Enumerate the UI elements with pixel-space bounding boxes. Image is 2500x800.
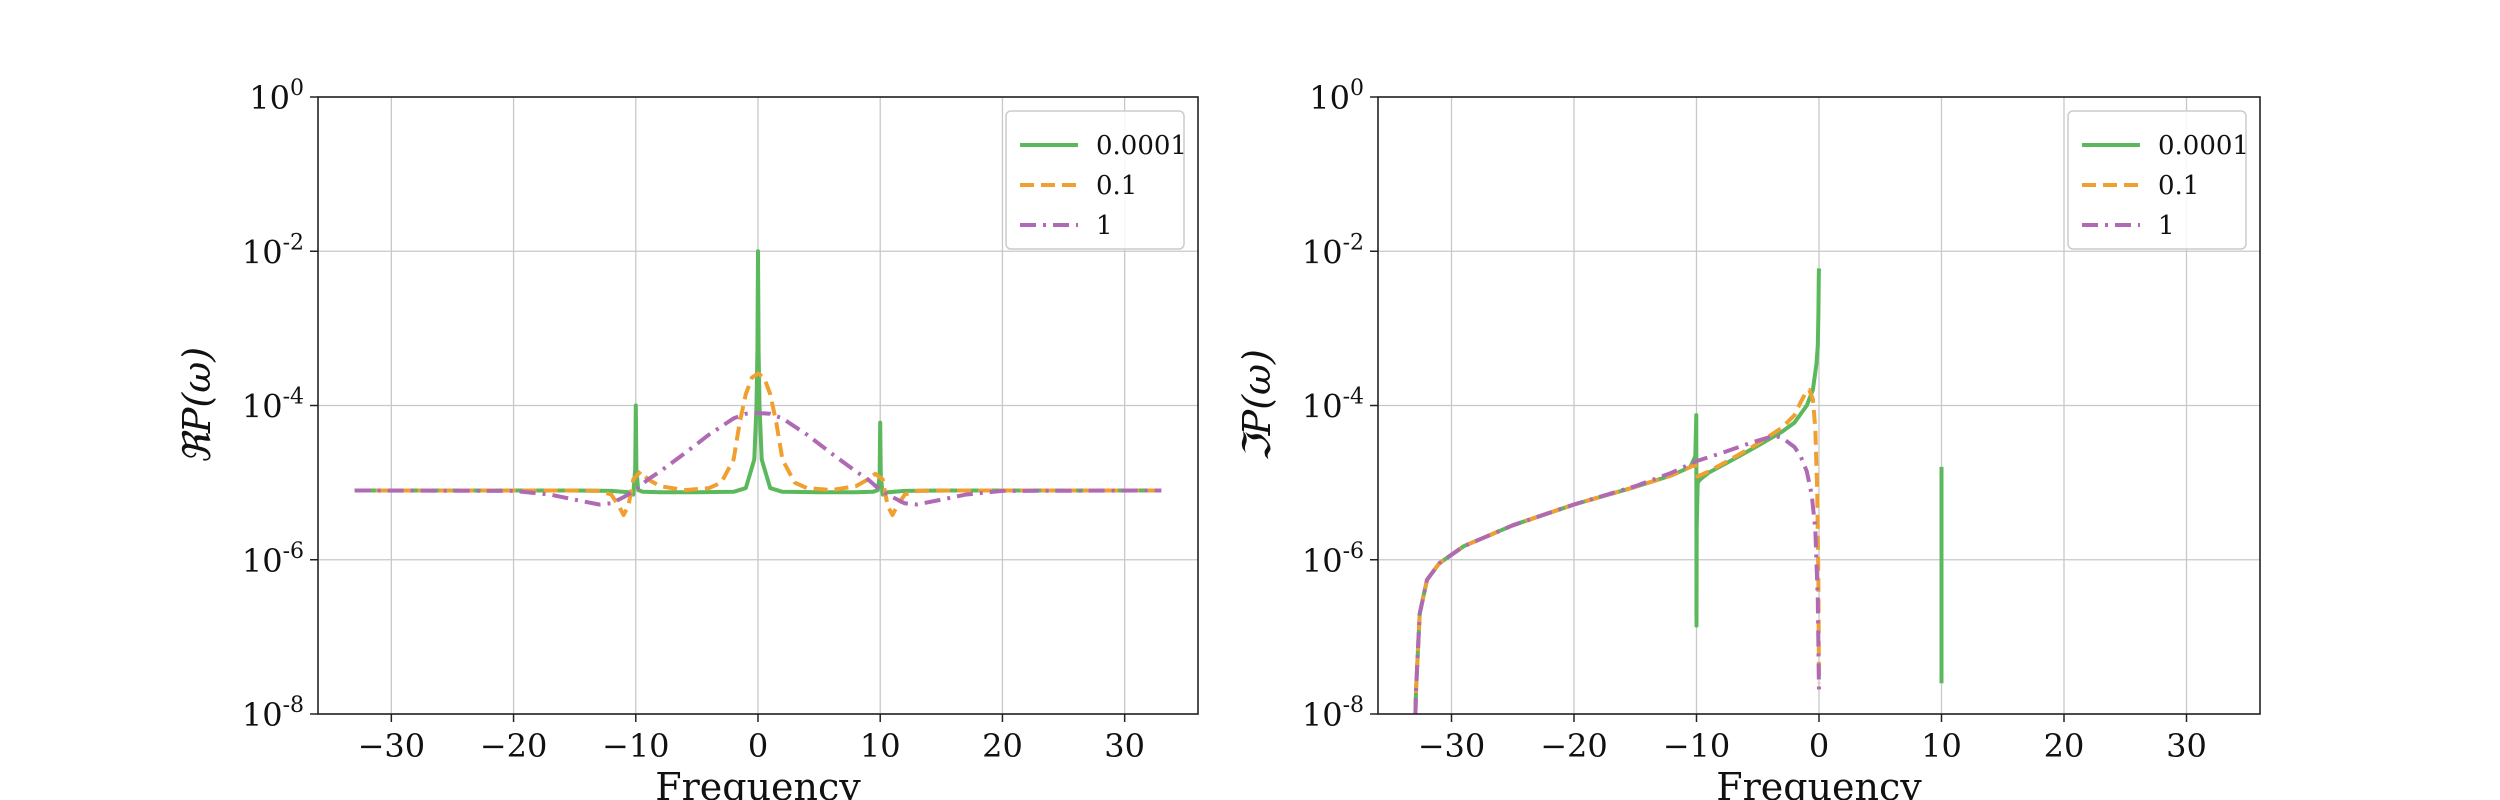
- series-line-2: [1413, 434, 1821, 715]
- legend-label: 0.0001: [1096, 131, 1187, 161]
- y-tick-label: 10-6: [1302, 539, 1364, 580]
- legend-label: 1: [1096, 211, 1113, 241]
- legend: 0.0001 0.1 1: [1005, 110, 1187, 250]
- x-tick-label: −20: [480, 727, 548, 765]
- legend-label: 1: [2158, 211, 2175, 241]
- x-tick-label: 20: [982, 727, 1023, 765]
- y-tick-label: 10-8: [242, 693, 304, 734]
- x-tick-label: 30: [1104, 727, 1145, 765]
- series-line-0: [354, 249, 1162, 497]
- real-part-chart: −30 −20 −10 0 10 20 30 10-8 10-6 10-4 10-2 100 Fre…: [175, 76, 1199, 800]
- legend-label: 0.0001: [2158, 131, 2249, 161]
- x-tick-label: 10: [860, 727, 901, 765]
- x-tick-label: −30: [358, 727, 426, 765]
- x-tick-label: 0: [748, 727, 768, 765]
- x-tick-label: −10: [1663, 727, 1731, 765]
- y-tick-label: 100: [249, 76, 304, 117]
- y-tick-label: 10-2: [242, 230, 304, 271]
- imaginary-part-chart: −30 −20 −10 0 10 20 30 10-8 10-6 10-4 10-2 100 Fre…: [1235, 76, 2261, 800]
- y-axis-label: ℑP(ω): [1235, 349, 1279, 462]
- y-axis-label: ℜP(ω): [175, 347, 219, 464]
- x-tick-label: 30: [2166, 727, 2207, 765]
- y-tick-label: 10-4: [1302, 385, 1364, 426]
- x-tick-label: 20: [2044, 727, 2085, 765]
- series-line-0: [1413, 268, 1944, 715]
- series-line-1: [354, 371, 1162, 517]
- x-axis-label: Frequency: [1716, 765, 1922, 800]
- y-tick-label: 10-2: [1302, 230, 1364, 271]
- x-tick-label: 10: [1921, 727, 1962, 765]
- x-tick-label: −20: [1540, 727, 1608, 765]
- x-tick-label: −10: [602, 727, 670, 765]
- x-tick-label: −30: [1418, 727, 1486, 765]
- series-line-2: [354, 411, 1162, 507]
- y-tick-label: 10-6: [242, 539, 304, 580]
- x-axis-label: Frequency: [655, 765, 861, 800]
- legend: 0.0001 0.1 1: [2067, 110, 2249, 250]
- legend-label: 0.1: [2158, 171, 2199, 201]
- y-tick-label: 100: [1309, 76, 1364, 117]
- y-tick-label: 10-4: [242, 385, 304, 426]
- series-line-1: [1413, 387, 1821, 715]
- x-tick-label: 0: [1809, 727, 1829, 765]
- y-tick-label: 10-8: [1302, 693, 1364, 734]
- legend-label: 0.1: [1096, 171, 1137, 201]
